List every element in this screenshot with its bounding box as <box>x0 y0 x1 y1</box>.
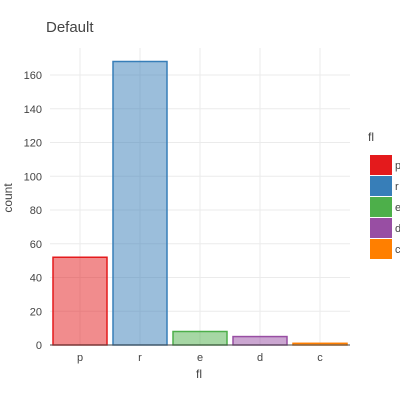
legend-swatch-r[interactable] <box>370 176 392 196</box>
legend-label-r: r <box>395 181 399 193</box>
x-axis-label: fl <box>196 367 202 381</box>
y-tick-label: 160 <box>24 70 42 82</box>
bars <box>52 60 348 346</box>
y-axis-label: count <box>1 183 15 213</box>
legend-swatch-p[interactable] <box>370 155 392 175</box>
x-tick-label: c <box>317 352 323 364</box>
y-tick-label: 80 <box>30 205 42 217</box>
y-tick-label: 20 <box>30 306 42 318</box>
y-tick-label: 100 <box>24 171 42 183</box>
y-tick-label: 120 <box>24 138 42 150</box>
y-tick-label: 0 <box>36 340 42 352</box>
chart-title: Default <box>46 19 94 36</box>
x-tick-label: p <box>77 352 83 364</box>
x-tick-label: r <box>138 352 142 364</box>
y-tick-label: 40 <box>30 273 42 285</box>
legend-label-c: c <box>395 244 400 256</box>
y-tick-label: 140 <box>24 104 42 116</box>
y-tick-label: 60 <box>30 239 42 251</box>
legend-title: fl <box>368 130 374 144</box>
bar-d[interactable] <box>232 335 288 346</box>
legend-label-p: p <box>395 160 400 172</box>
legend-swatch-c[interactable] <box>370 239 392 259</box>
y-ticks: 0 20 40 60 80 100 120 140 160 <box>24 70 42 352</box>
legend-swatch-d[interactable] <box>370 218 392 238</box>
x-tick-label: d <box>257 352 263 364</box>
legend-label-e: e <box>395 202 400 214</box>
bar-p[interactable] <box>52 256 108 346</box>
bar-r[interactable] <box>112 60 168 346</box>
x-tick-label: e <box>197 352 203 364</box>
legend-swatch-e[interactable] <box>370 197 392 217</box>
bar-e[interactable] <box>172 330 228 346</box>
legend-label-d: d <box>395 223 400 235</box>
